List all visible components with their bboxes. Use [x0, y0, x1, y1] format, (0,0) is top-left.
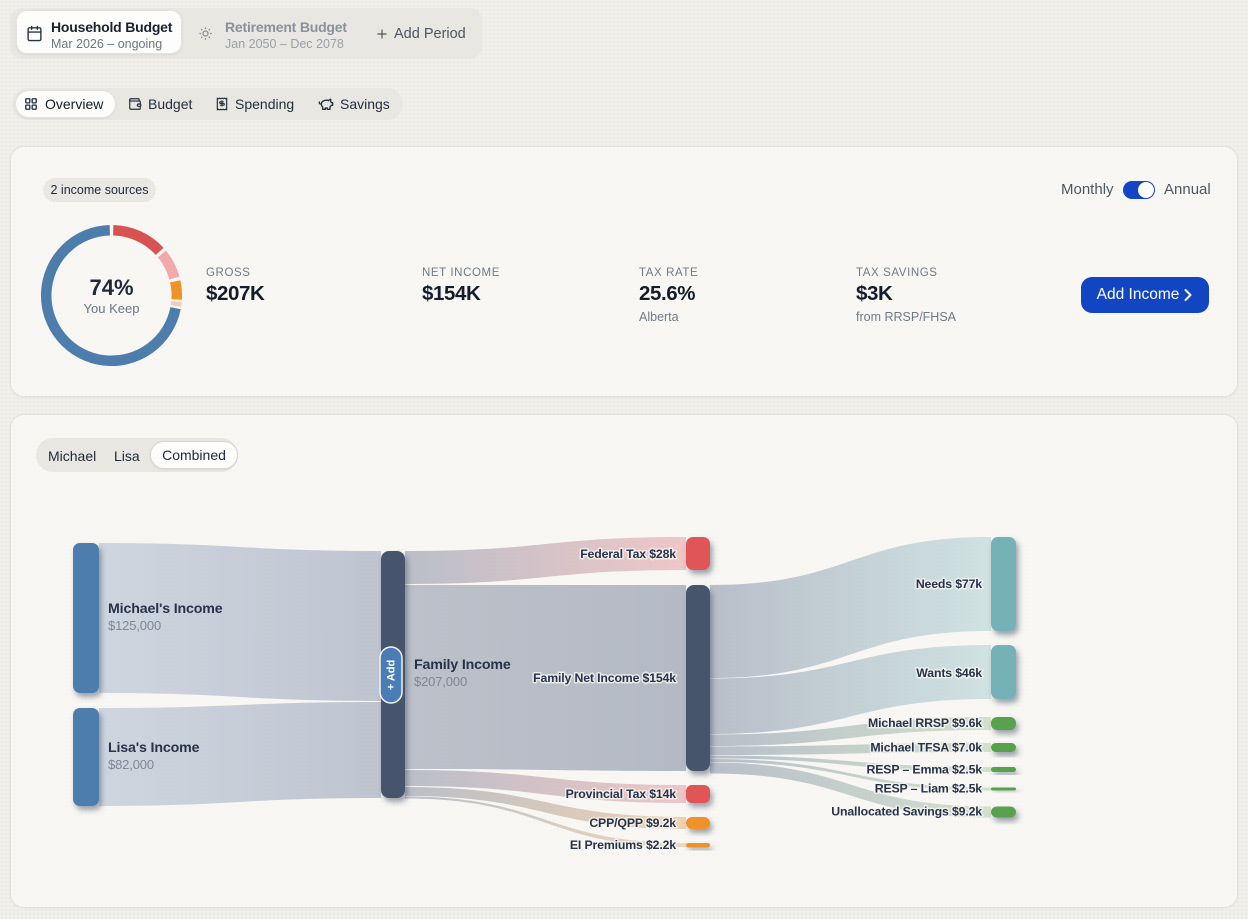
- svg-text:$207,000: $207,000: [414, 674, 467, 689]
- svg-text:Wants $46k: Wants $46k: [916, 666, 982, 680]
- svg-text:Family Income: Family Income: [414, 657, 511, 673]
- svg-text:Family Net Income $154k: Family Net Income $154k: [533, 671, 676, 685]
- svg-text:EI Premiums $2.2k: EI Premiums $2.2k: [570, 838, 676, 852]
- svg-text:RESP – Emma $2.5k: RESP – Emma $2.5k: [867, 763, 983, 777]
- svg-text:$82,000: $82,000: [108, 757, 154, 772]
- svg-text:Michael TFSA $7.0k: Michael TFSA $7.0k: [870, 741, 982, 755]
- svg-text:Lisa's Income: Lisa's Income: [108, 740, 200, 756]
- svg-text:+ Add: + Add: [386, 660, 398, 690]
- svg-text:Michael RRSP $9.6k: Michael RRSP $9.6k: [868, 716, 982, 730]
- svg-text:Federal Tax $28k: Federal Tax $28k: [580, 547, 676, 561]
- svg-text:Michael's Income: Michael's Income: [108, 601, 223, 617]
- svg-text:$125,000: $125,000: [108, 618, 161, 633]
- svg-text:Unallocated Savings $9.2k: Unallocated Savings $9.2k: [831, 805, 982, 819]
- svg-text:RESP – Liam $2.5k: RESP – Liam $2.5k: [875, 782, 983, 796]
- svg-text:Provincial Tax $14k: Provincial Tax $14k: [566, 787, 677, 801]
- svg-text:CPP/QPP $9.2k: CPP/QPP $9.2k: [589, 816, 676, 830]
- svg-text:Needs $77k: Needs $77k: [916, 577, 982, 591]
